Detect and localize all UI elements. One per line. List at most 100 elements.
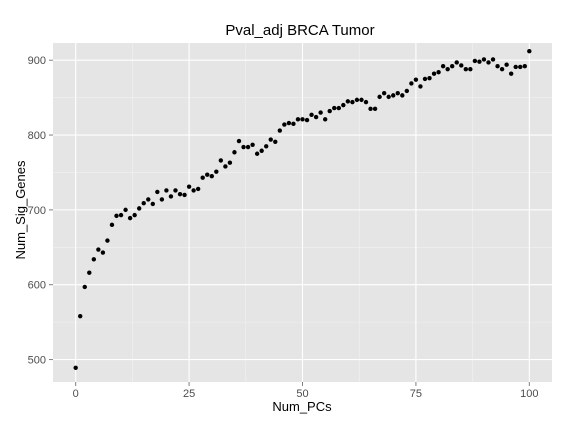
data-point (495, 63, 500, 69)
y-tick-label: 800 (28, 130, 46, 142)
data-point (490, 57, 496, 62)
data-point (164, 188, 169, 193)
data-point (395, 90, 400, 96)
data-point (359, 97, 364, 103)
x-tick-label: 75 (410, 388, 422, 400)
data-point (141, 200, 146, 206)
data-point (504, 62, 509, 67)
data-point (91, 257, 97, 262)
chart-title: Pval_adj BRCA Tumor (225, 22, 374, 39)
data-point (268, 137, 273, 142)
data-point (468, 66, 473, 72)
data-point (522, 63, 527, 69)
x-tick-label: 50 (296, 388, 308, 400)
x-axis-ticks: 0 25 50 75 100 (73, 382, 538, 400)
x-tick-label: 0 (73, 388, 79, 400)
data-point (168, 194, 174, 199)
y-tick-label: 900 (28, 55, 46, 67)
data-point (327, 108, 332, 114)
data-point (354, 97, 360, 103)
x-tick-label: 100 (520, 388, 538, 400)
y-axis-ticks: 500 600 700 800 900 (28, 55, 53, 367)
data-point (463, 66, 469, 72)
data-point (73, 365, 78, 370)
data-point (146, 197, 151, 202)
data-point (136, 206, 142, 211)
data-point (205, 172, 210, 177)
y-tick-label: 500 (28, 355, 46, 367)
data-point (427, 75, 432, 81)
data-point (450, 63, 455, 69)
data-point (418, 84, 423, 89)
data-point (127, 215, 133, 221)
data-point (223, 164, 228, 169)
data-point (277, 128, 283, 133)
data-point (341, 102, 346, 108)
data-point (436, 69, 441, 75)
x-tick-label: 25 (183, 388, 195, 400)
data-point (105, 238, 110, 243)
data-point (273, 139, 278, 144)
data-point (431, 71, 437, 76)
data-point (363, 99, 369, 105)
data-point (96, 247, 101, 252)
data-point (368, 106, 373, 112)
data-point (123, 207, 128, 213)
data-points (73, 49, 532, 370)
data-point (286, 120, 292, 126)
data-point (454, 60, 459, 65)
data-point (264, 144, 269, 149)
data-point (445, 66, 450, 72)
data-point (191, 188, 196, 193)
data-point (477, 59, 482, 64)
data-point (209, 174, 214, 179)
data-point (459, 63, 464, 68)
data-point (155, 189, 160, 195)
data-point (486, 60, 491, 65)
data-point (132, 212, 137, 218)
data-point (386, 94, 391, 100)
major-gridlines (53, 43, 552, 382)
data-point (345, 99, 351, 104)
data-point (409, 81, 414, 86)
data-point (422, 76, 428, 82)
data-point (177, 191, 183, 197)
data-point (304, 117, 310, 123)
data-point (245, 144, 251, 150)
data-point (381, 90, 387, 96)
data-point (182, 192, 187, 198)
data-point (527, 49, 532, 54)
data-point (513, 64, 518, 70)
data-point (259, 148, 264, 153)
data-point (118, 212, 124, 218)
data-point (250, 142, 255, 147)
data-point (318, 110, 323, 115)
data-point (100, 250, 106, 255)
data-point (508, 71, 514, 76)
data-point (87, 270, 92, 275)
data-point (78, 313, 83, 319)
data-point (218, 158, 224, 163)
data-point (377, 94, 382, 100)
data-point (109, 222, 115, 228)
data-point (159, 197, 165, 202)
data-point (82, 284, 87, 290)
data-point (186, 184, 192, 189)
data-point (322, 117, 328, 122)
data-point (195, 186, 201, 192)
data-point (350, 99, 355, 105)
data-point (232, 150, 237, 155)
data-point (400, 93, 405, 98)
data-point (481, 57, 487, 62)
data-point (332, 105, 337, 111)
data-point (440, 63, 446, 69)
data-point (313, 114, 319, 120)
data-point (518, 64, 523, 70)
data-point (404, 88, 410, 94)
data-point (372, 106, 378, 112)
data-point (114, 213, 119, 219)
data-point (173, 188, 178, 193)
data-point (150, 201, 155, 207)
y-tick-label: 600 (28, 280, 46, 292)
